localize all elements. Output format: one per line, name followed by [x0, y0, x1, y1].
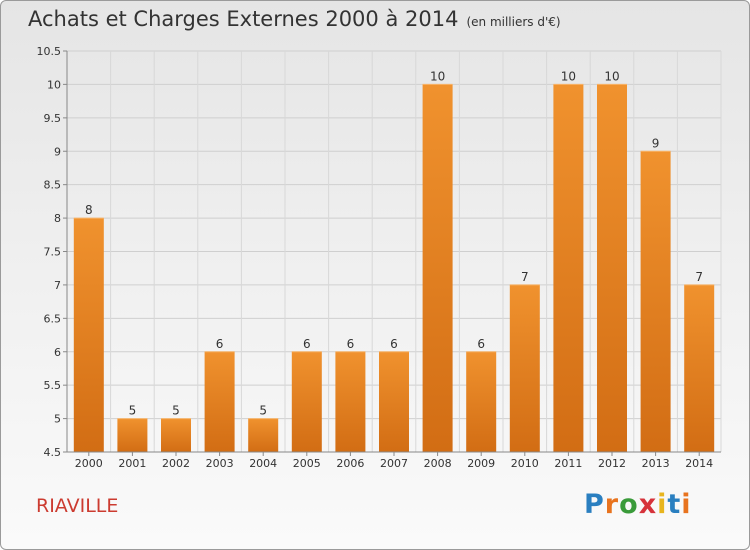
bar-2007 [379, 351, 409, 452]
bar-2003 [204, 351, 235, 452]
data-label: 9 [652, 136, 660, 150]
data-label: 6 [216, 337, 224, 351]
data-label: 8 [85, 203, 93, 217]
y-tick-label: 9.5 [44, 112, 62, 125]
chart-title: Achats et Charges Externes 2000 à 2014 [28, 7, 459, 31]
x-tick-label: 2014 [685, 457, 713, 470]
bar-2010 [509, 284, 540, 452]
logo-letter: i [681, 489, 692, 520]
x-tick-label: 2003 [206, 457, 234, 470]
x-tick-label: 2012 [598, 457, 626, 470]
bar-2008 [422, 84, 453, 453]
logo-letter: x [638, 489, 658, 520]
y-tick-label: 6.5 [44, 312, 62, 325]
y-tick-label: 9 [54, 145, 61, 158]
y-tick-label: 7 [54, 279, 61, 292]
data-label: 5 [172, 404, 180, 418]
proxiti-logo: Proxiti [584, 489, 692, 520]
bar-2000 [73, 218, 104, 452]
logo-letter: P [584, 489, 605, 520]
data-label: 5 [259, 404, 267, 418]
bar-2014 [684, 284, 715, 452]
y-tick-label: 5 [54, 413, 61, 426]
bar-2012 [597, 84, 627, 453]
logo-letter: r [604, 489, 620, 520]
bar-2009 [466, 351, 497, 452]
x-tick-label: 2005 [293, 457, 321, 470]
x-tick-label: 2008 [424, 457, 452, 470]
y-tick-label: 6 [54, 346, 61, 359]
x-tick-label: 2013 [642, 457, 670, 470]
bar-2013 [640, 151, 671, 452]
chart-subtitle: (en milliers d'€) [466, 15, 561, 29]
bar-2001 [117, 418, 148, 452]
data-label: 6 [477, 337, 485, 351]
data-label: 5 [129, 404, 137, 418]
x-tick-label: 2001 [118, 457, 146, 470]
x-tick-label: 2000 [75, 457, 103, 470]
x-tick-label: 2007 [380, 457, 408, 470]
data-label: 7 [521, 270, 529, 284]
bar-2011 [553, 84, 584, 453]
data-label: 10 [604, 69, 619, 83]
bars [73, 83, 715, 453]
y-tick-label: 7.5 [44, 246, 62, 259]
logo-letter: o [619, 489, 639, 520]
x-tick-label: 2002 [162, 457, 190, 470]
data-label: 7 [695, 270, 703, 284]
y-tick-label: 10.5 [37, 45, 62, 58]
data-label: 10 [430, 69, 445, 83]
logo-letter: t [667, 489, 682, 520]
y-tick-label: 4.5 [44, 446, 62, 459]
x-tick-label: 2010 [511, 457, 539, 470]
bar-2005 [291, 351, 322, 452]
x-tick-label: 2006 [336, 457, 364, 470]
x-tick-label: 2009 [467, 457, 495, 470]
x-tick-label: 2004 [249, 457, 277, 470]
bar-2002 [161, 418, 191, 452]
commune-name: RIAVILLE [36, 495, 119, 517]
chart-title-block: Achats et Charges Externes 2000 à 2014 (e… [28, 7, 561, 31]
data-label: 6 [390, 337, 398, 351]
y-tick-label: 8.5 [44, 179, 62, 192]
x-tick-label: 2011 [554, 457, 582, 470]
logo-letter: i [657, 489, 668, 520]
data-label: 6 [303, 337, 311, 351]
bar-2006 [335, 351, 366, 452]
y-tick-label: 8 [54, 212, 61, 225]
data-label: 10 [561, 69, 576, 83]
y-tick-label: 5.5 [44, 379, 62, 392]
data-label: 6 [347, 337, 355, 351]
y-tick-label: 10 [47, 78, 61, 91]
bar-2004 [248, 418, 279, 452]
axes: 4.5 5 5.5 6 6.5 7 7.5 8 8.5 9 9.5 10 10.5 8 2000 5 2001 5… [37, 45, 721, 470]
